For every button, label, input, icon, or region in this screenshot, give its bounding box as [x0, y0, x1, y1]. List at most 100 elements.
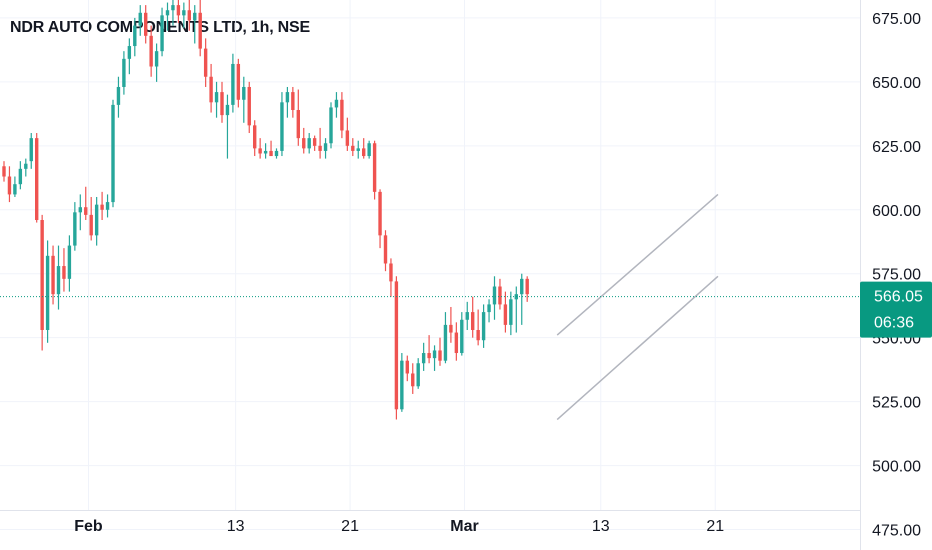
candle-body — [509, 299, 513, 325]
candle-body — [182, 10, 186, 16]
candle-body — [127, 46, 132, 59]
candle-body — [236, 63, 241, 100]
candle-body — [187, 10, 191, 21]
candle-body — [280, 102, 284, 151]
grid — [0, 0, 860, 531]
price-tick-label: 475.00 — [872, 523, 921, 540]
candle-body — [56, 266, 61, 295]
candle-body — [405, 360, 409, 374]
candle-body — [105, 202, 110, 210]
candle-body — [378, 191, 382, 236]
candle-body — [73, 212, 77, 246]
candle-body — [7, 176, 12, 195]
candle-body — [116, 86, 121, 105]
candle-body — [45, 255, 50, 330]
candle-body — [503, 304, 508, 325]
candle-body — [209, 76, 213, 103]
candle-body — [492, 286, 497, 305]
last-price-tag-bg — [860, 281, 932, 338]
candle-body — [394, 281, 399, 410]
candle-body — [269, 150, 273, 157]
price-axis[interactable]: 675.00650.00625.00600.00575.00550.00525.… — [860, 0, 922, 550]
candle-body — [416, 363, 420, 387]
candle-body — [171, 5, 175, 11]
time-axis[interactable]: Feb 13 21 Mar 13 21 — [0, 510, 860, 536]
candle-body — [13, 184, 17, 195]
candle-body — [242, 86, 246, 100]
candle-body — [160, 15, 164, 52]
candle-body — [487, 304, 491, 313]
candle-body — [154, 51, 159, 67]
candle-body — [111, 104, 115, 203]
candle-body — [263, 150, 268, 154]
candle-body — [40, 220, 44, 330]
candle-body — [432, 350, 437, 359]
candle-body — [362, 148, 366, 157]
candle-body — [165, 10, 170, 16]
candle-body — [100, 204, 104, 210]
price-tick-label: 525.00 — [872, 395, 921, 412]
candle-body — [62, 266, 66, 279]
candle-body — [133, 25, 137, 47]
candle-body — [334, 99, 339, 108]
candle-body — [231, 63, 235, 105]
price-tick-label: 600.00 — [872, 203, 921, 220]
candle-body — [122, 58, 126, 87]
candle-body — [94, 204, 99, 236]
candle-body — [203, 48, 208, 77]
candle-body — [411, 373, 415, 387]
candle-body — [198, 12, 202, 49]
time-tick-label: 13 — [592, 518, 610, 535]
candle-body — [471, 312, 475, 330]
last-price-tag: 566.05 06:36 — [860, 281, 932, 338]
time-tick-label: 21 — [341, 518, 359, 535]
candle-body — [253, 125, 257, 149]
candle-body — [274, 150, 279, 157]
time-tick-label: 21 — [706, 518, 724, 535]
candle-body — [18, 168, 23, 185]
candle-body — [220, 92, 224, 116]
trend-channel[interactable] — [556, 193, 719, 421]
candle-body — [307, 138, 311, 149]
candles — [2, 0, 529, 420]
candle-body — [389, 263, 393, 282]
channel-line — [556, 275, 719, 421]
candle-body — [89, 214, 93, 236]
candle-body — [340, 99, 344, 131]
candle-body — [51, 255, 55, 295]
bar-countdown: 06:36 — [874, 315, 914, 332]
candle-body — [454, 332, 459, 354]
candle-body — [35, 138, 39, 220]
candle-body — [78, 207, 82, 213]
candle-body — [481, 312, 486, 341]
candle-body — [498, 286, 502, 305]
candle-body — [214, 92, 219, 103]
candle-body — [438, 350, 442, 361]
candle-body — [356, 148, 360, 151]
price-tick-label: 650.00 — [872, 75, 921, 92]
candle-body — [285, 92, 290, 103]
candle-body — [351, 145, 355, 151]
candle-body — [525, 278, 529, 295]
candle-body — [2, 166, 6, 177]
channel-line — [556, 193, 719, 336]
candle-body — [460, 319, 464, 354]
time-tick-label: Feb — [74, 518, 103, 535]
candle-body — [149, 35, 153, 67]
price-tick-label: 575.00 — [872, 267, 921, 284]
candle-body — [67, 245, 72, 279]
candle-body — [400, 360, 404, 410]
candle-body — [312, 138, 317, 146]
candle-body — [323, 143, 328, 151]
candle-body — [520, 278, 524, 295]
candle-body — [427, 353, 431, 359]
time-tick-label: 13 — [227, 518, 245, 535]
last-price-value: 566.05 — [874, 289, 923, 306]
candle-body — [443, 324, 448, 361]
candle-body — [176, 5, 181, 16]
price-tick-label: 625.00 — [872, 139, 921, 156]
candle-body — [383, 235, 388, 264]
candle-body — [29, 138, 33, 162]
candle-body — [449, 324, 453, 333]
